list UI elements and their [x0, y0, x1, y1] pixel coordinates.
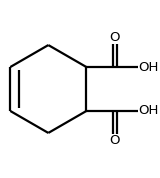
Text: O: O: [110, 31, 120, 44]
Text: OH: OH: [138, 61, 159, 74]
Text: O: O: [110, 134, 120, 147]
Text: OH: OH: [138, 104, 159, 117]
